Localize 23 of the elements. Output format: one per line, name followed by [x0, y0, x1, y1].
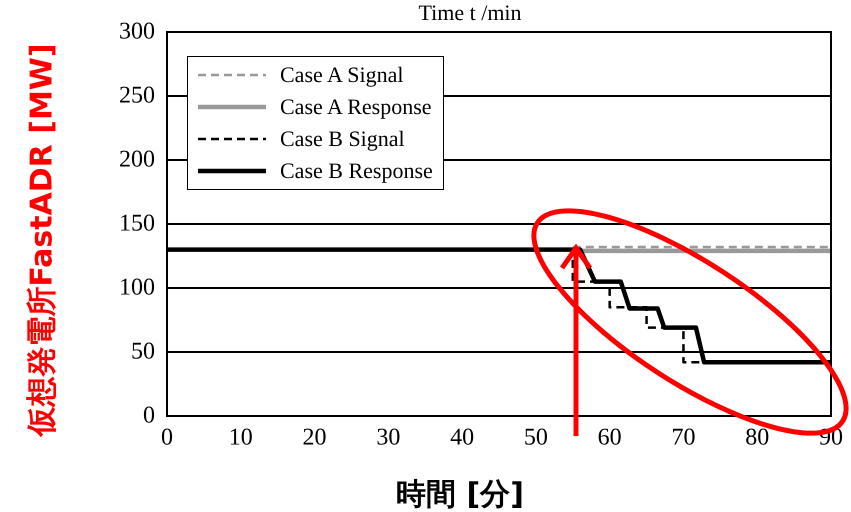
y-axis-title: 仮想発電所FastADR [MW]: [24, 43, 60, 437]
legend-label: Case B Response: [280, 158, 433, 184]
x-tick-label: 40: [450, 424, 474, 451]
legend-label: Case B Signal: [280, 126, 405, 152]
x-tick-label: 30: [376, 424, 400, 451]
y-tick-label: 300: [119, 18, 155, 44]
x-tick-label: 0: [161, 424, 173, 451]
legend-label: Case A Signal: [280, 62, 404, 88]
x-tick-label: 10: [228, 424, 253, 451]
x-tick-label: 60: [598, 424, 622, 451]
y-tick-label: 250: [119, 82, 155, 108]
y-tick-label: 50: [131, 338, 155, 364]
x-tick-label: 70: [671, 424, 696, 451]
y-tick-label: 0: [143, 402, 155, 428]
x-tick-label: 80: [745, 424, 770, 451]
x-tick-label: 50: [524, 424, 548, 451]
text: Time t /min: [418, 0, 522, 26]
legend-label: Case A Response: [280, 94, 432, 120]
y-tick-label: 100: [119, 274, 155, 300]
x-tick-label: 20: [302, 424, 327, 451]
x-axis-title: 時間 [分]: [396, 476, 524, 512]
y-tick-label: 150: [119, 210, 155, 236]
y-tick-label: 200: [119, 146, 155, 172]
